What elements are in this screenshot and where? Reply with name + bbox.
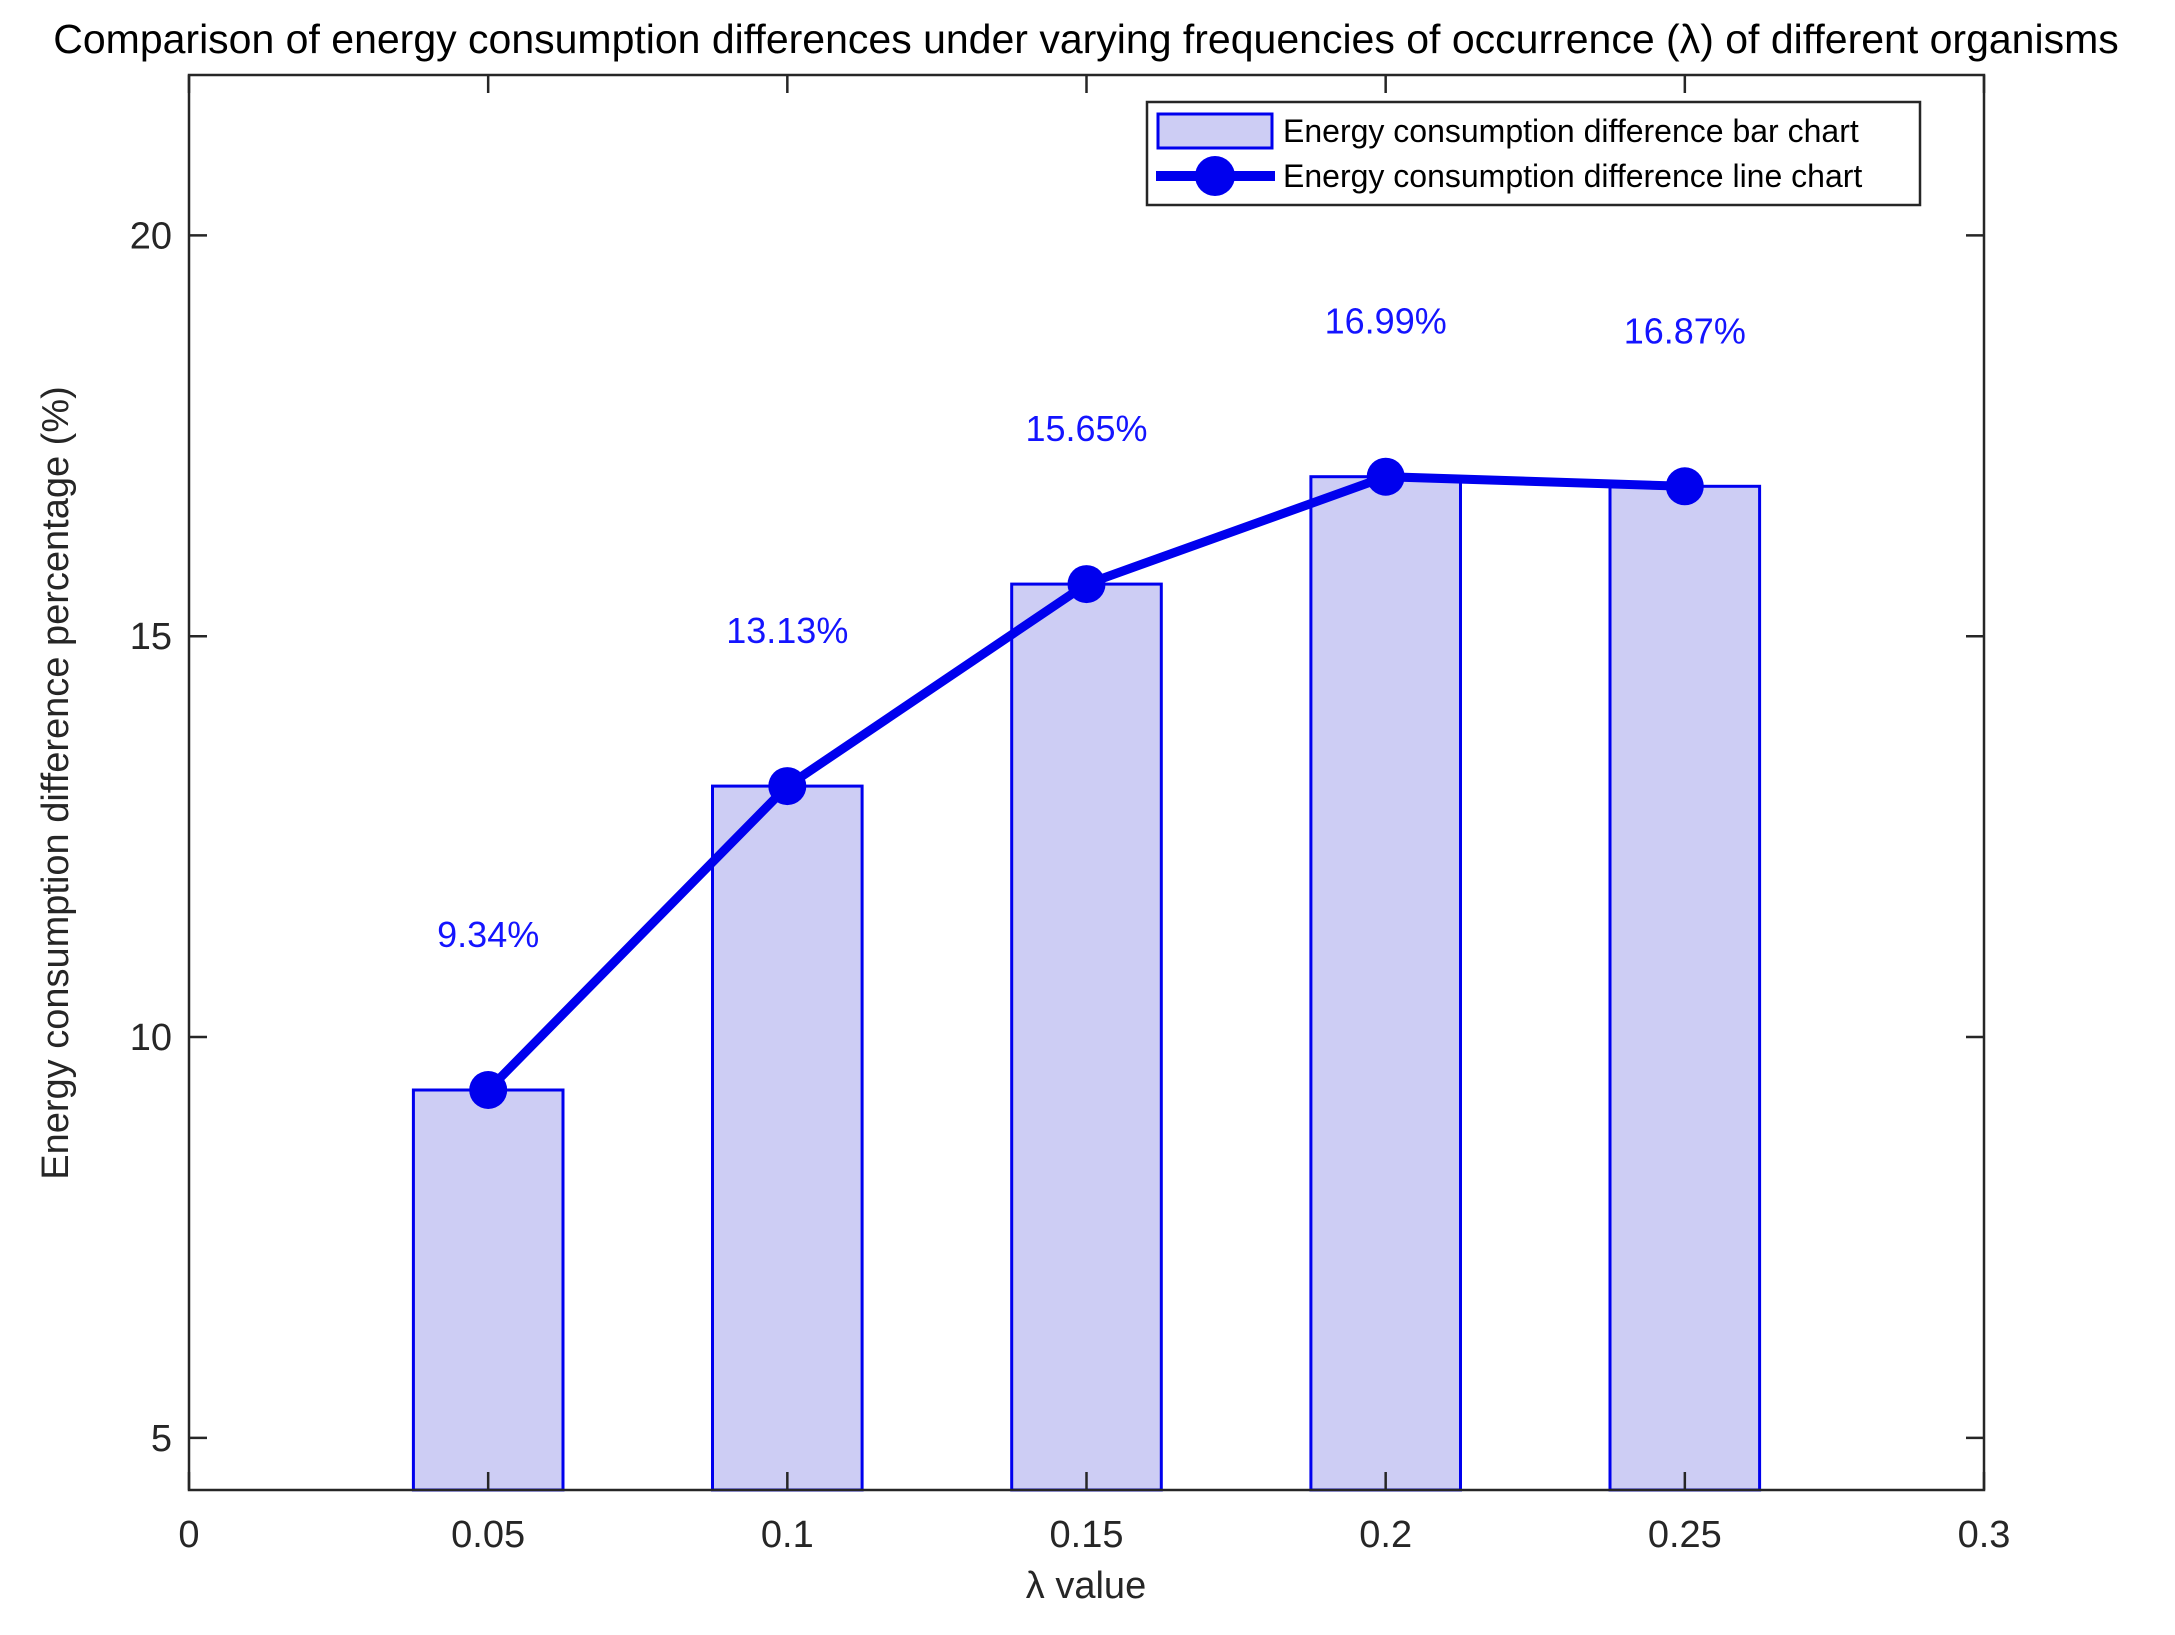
y-tick-label: 5	[151, 1418, 172, 1460]
x-tick-label: 0.15	[1050, 1514, 1124, 1556]
bar	[411, 1088, 565, 1492]
x-tick-label: 0.25	[1648, 1514, 1722, 1556]
data-label: 9.34%	[437, 914, 539, 955]
x-tick-label: 0.3	[1958, 1514, 2011, 1556]
bar	[1608, 484, 1762, 1492]
data-label: 16.87%	[1624, 310, 1746, 351]
legend-box	[1145, 100, 1922, 207]
x-tick-label: 0.1	[761, 1514, 814, 1556]
x-tick-label: 0.2	[1359, 1514, 1412, 1556]
bar	[711, 784, 864, 1492]
data-point-marker	[469, 1071, 508, 1109]
data-point-marker	[768, 767, 807, 806]
y-tick-label: 20	[130, 215, 172, 257]
data-label: 13.13%	[726, 610, 848, 651]
plot-area: 0 0.05 0.1 0.15 0.2 0.25 0.3 5 10 15 20 9.34% 13.13%…	[130, 73, 2011, 1556]
data-point-marker	[1665, 467, 1704, 506]
chart-title: Comparison of energy consumption differe…	[53, 16, 2119, 62]
legend-marker-icon	[1195, 156, 1235, 196]
legend-entry-line-label: Energy consumption difference line chart	[1283, 158, 1862, 194]
y-axis-label: Energy consumption difference percentage…	[35, 386, 77, 1180]
data-label: 16.99%	[1325, 301, 1447, 342]
x-tick-label: 0	[178, 1514, 199, 1556]
data-label: 15.65%	[1025, 408, 1147, 449]
legend-bar-swatch-icon	[1156, 112, 1274, 150]
y-tick-label: 10	[130, 1017, 172, 1059]
bar	[1010, 582, 1163, 1492]
legend: Energy consumption difference bar chart …	[1145, 100, 1922, 207]
y-tick-label: 15	[130, 616, 172, 658]
data-point-marker	[1366, 457, 1405, 496]
x-tick-label: 0.05	[451, 1514, 525, 1556]
legend-entry-bar-label: Energy consumption difference bar chart	[1283, 113, 1859, 149]
x-axis-label: λ value	[1026, 1565, 1146, 1607]
data-point-marker	[1067, 565, 1106, 604]
bar	[1309, 475, 1463, 1492]
